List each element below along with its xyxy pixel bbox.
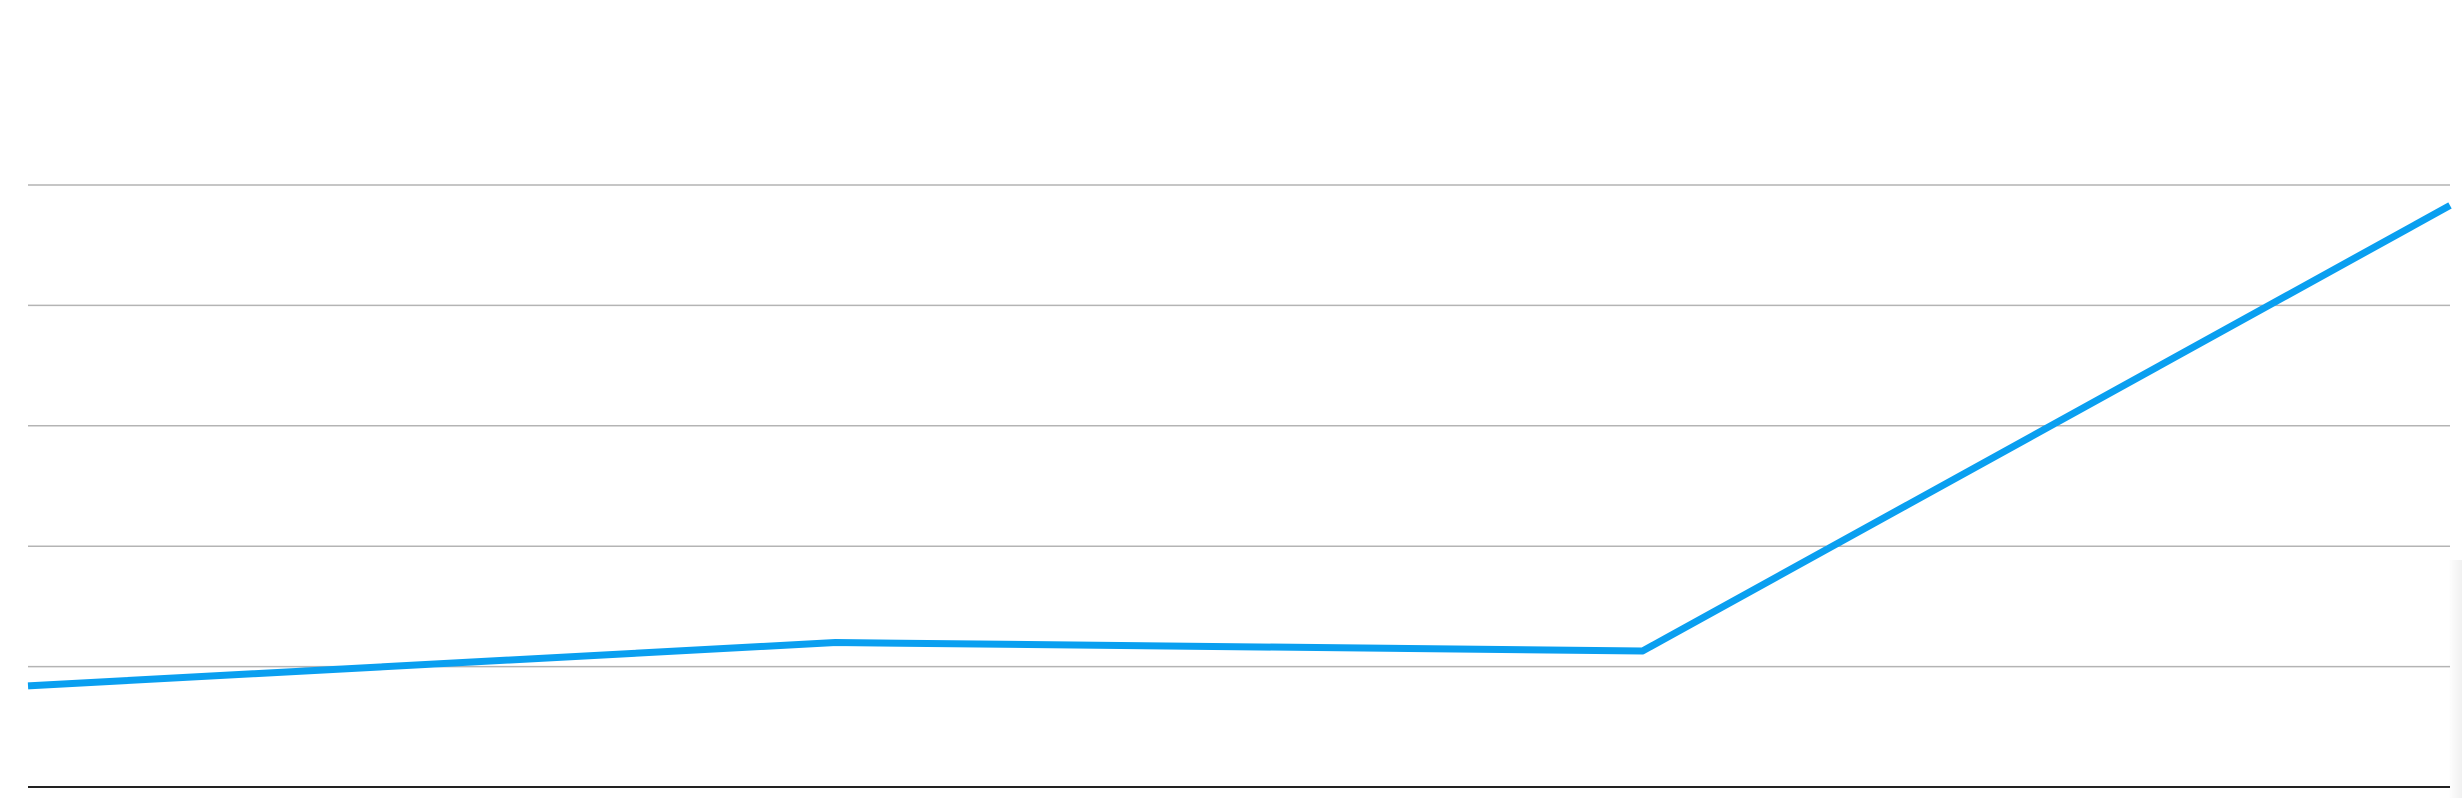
series-lines	[27, 202, 2452, 690]
scroll-edge-shadow	[2448, 560, 2462, 798]
gridlines	[28, 184, 2450, 788]
series-line	[27, 202, 2452, 690]
